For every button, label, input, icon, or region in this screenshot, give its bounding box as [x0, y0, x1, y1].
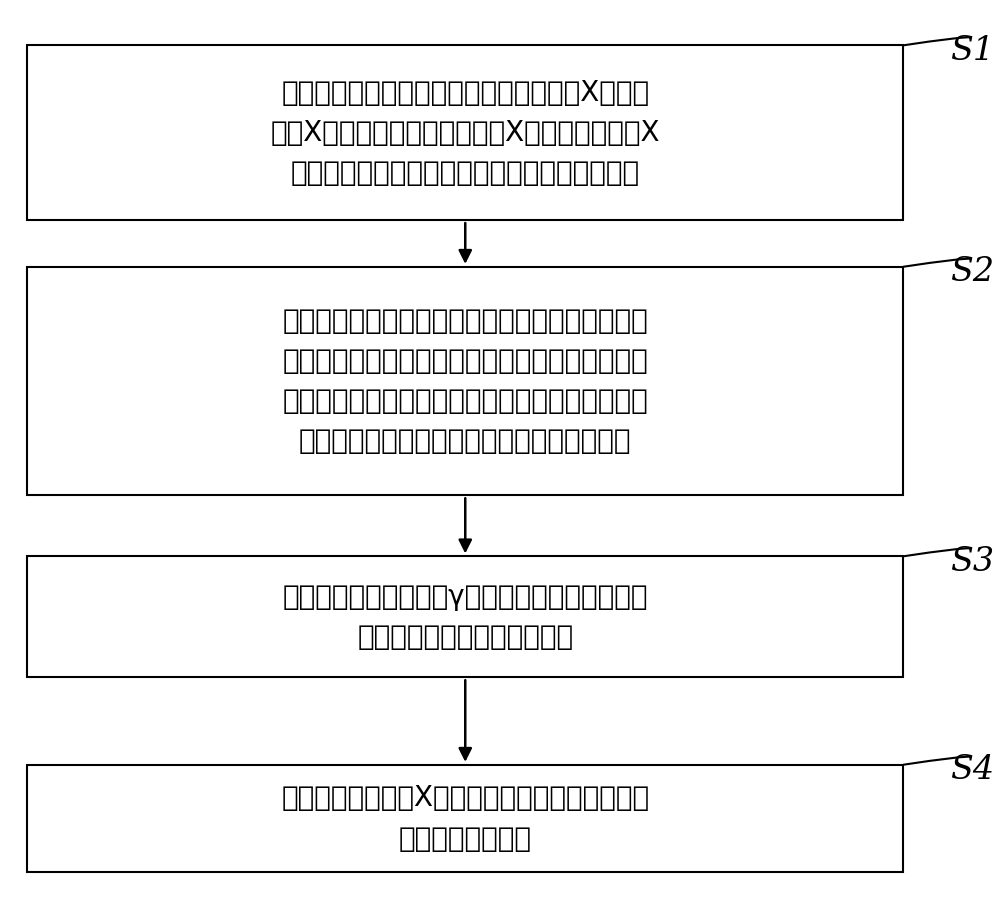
FancyBboxPatch shape [27, 267, 903, 495]
Text: 控制系统控制传送带将待检测物品传送至X射线机
内，X射线机对待检测物品进行X射线检测，根据X
射线检测结果确定待检测物品中的危险品的位置: 控制系统控制传送带将待检测物品传送至X射线机 内，X射线机对待检测物品进行X射线… [271, 78, 660, 187]
Text: S1: S1 [950, 34, 994, 67]
Text: S4: S4 [950, 754, 994, 786]
FancyBboxPatch shape [27, 45, 903, 220]
Text: S2: S2 [950, 256, 994, 288]
Text: 控制系统控制中子源和γ射线探测器对危险品进行
中子检测，得到中子检测结果: 控制系统控制中子源和γ射线探测器对危险品进行 中子检测，得到中子检测结果 [283, 583, 648, 651]
Text: 控制系统控制传送带将待检测物品传送至中子源的
探测区域内，并根据危险品的位置向中子源旋转系
统发送控制指令，中子源旋转系统根据控制指令控
制中子源旋转，使中子源: 控制系统控制传送带将待检测物品传送至中子源的 探测区域内，并根据危险品的位置向中… [282, 307, 648, 456]
Text: S3: S3 [950, 546, 994, 577]
FancyBboxPatch shape [27, 557, 903, 677]
FancyBboxPatch shape [27, 765, 903, 872]
Text: 元素分析系统根据X射线检测结果和中子检测结果
确定危险品的种类: 元素分析系统根据X射线检测结果和中子检测结果 确定危险品的种类 [281, 785, 649, 852]
